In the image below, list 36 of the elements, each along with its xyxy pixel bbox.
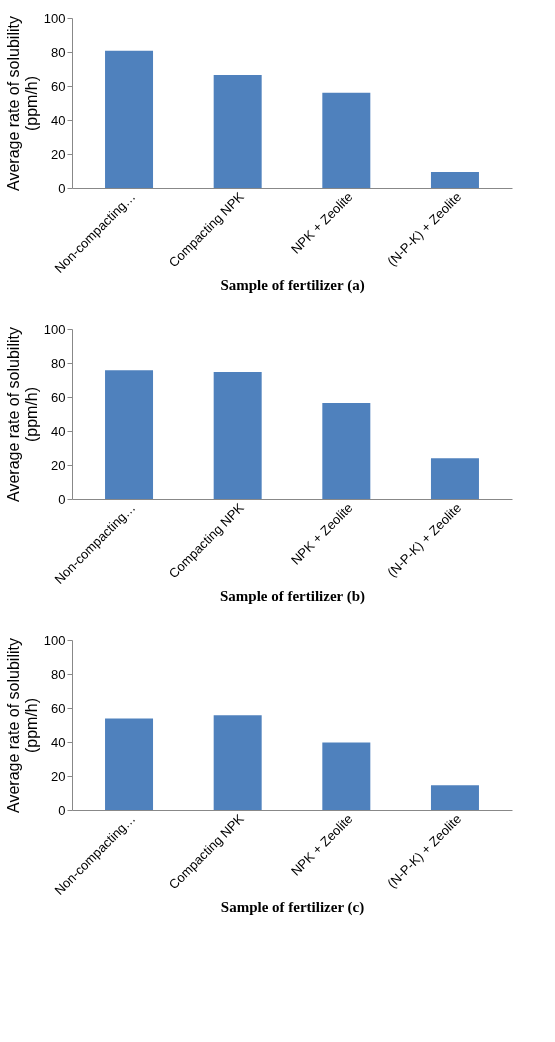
bar [105, 718, 154, 810]
y-tick-label: 40 [51, 734, 66, 750]
bar [322, 402, 371, 499]
x-axis-title: Sample of fertilizer (b) [219, 587, 366, 605]
y-tick-label: 20 [51, 457, 66, 473]
y-tick-label: 60 [51, 389, 66, 405]
y-tick-label: 20 [51, 768, 66, 784]
bar [430, 458, 479, 499]
y-tick-label: 80 [51, 44, 66, 60]
y-tick-label: 20 [51, 146, 66, 162]
bar [105, 370, 154, 499]
y-tick-label: 0 [58, 802, 66, 818]
y-tick-label: 80 [51, 666, 66, 682]
y-tick-label: 40 [51, 112, 66, 128]
x-axis-title: Sample of fertilizer (c) [220, 898, 365, 916]
y-axis-title: Average rate of solubility (ppm/h) [4, 16, 40, 191]
y-tick-label: 60 [51, 700, 66, 716]
x-axis-title: Sample of fertilizer (a) [220, 276, 365, 294]
y-tick-label: 60 [51, 78, 66, 94]
bar [322, 92, 371, 188]
y-tick-label: 100 [43, 10, 66, 26]
y-tick-label: 100 [43, 632, 66, 648]
bar [105, 50, 154, 188]
y-tick-label: 80 [51, 355, 66, 371]
bar [322, 742, 371, 810]
bar [213, 715, 262, 810]
y-tick-label: 0 [58, 491, 66, 507]
y-axis-title: Average rate of solubility (ppm/h) [4, 638, 40, 813]
bar [213, 74, 262, 188]
y-tick-label: 40 [51, 423, 66, 439]
bar [213, 372, 262, 499]
bar [430, 172, 479, 188]
y-tick-label: 100 [43, 321, 66, 337]
bar [430, 785, 479, 810]
y-axis-title: Average rate of solubility (ppm/h) [4, 327, 40, 502]
y-tick-label: 0 [58, 180, 66, 196]
